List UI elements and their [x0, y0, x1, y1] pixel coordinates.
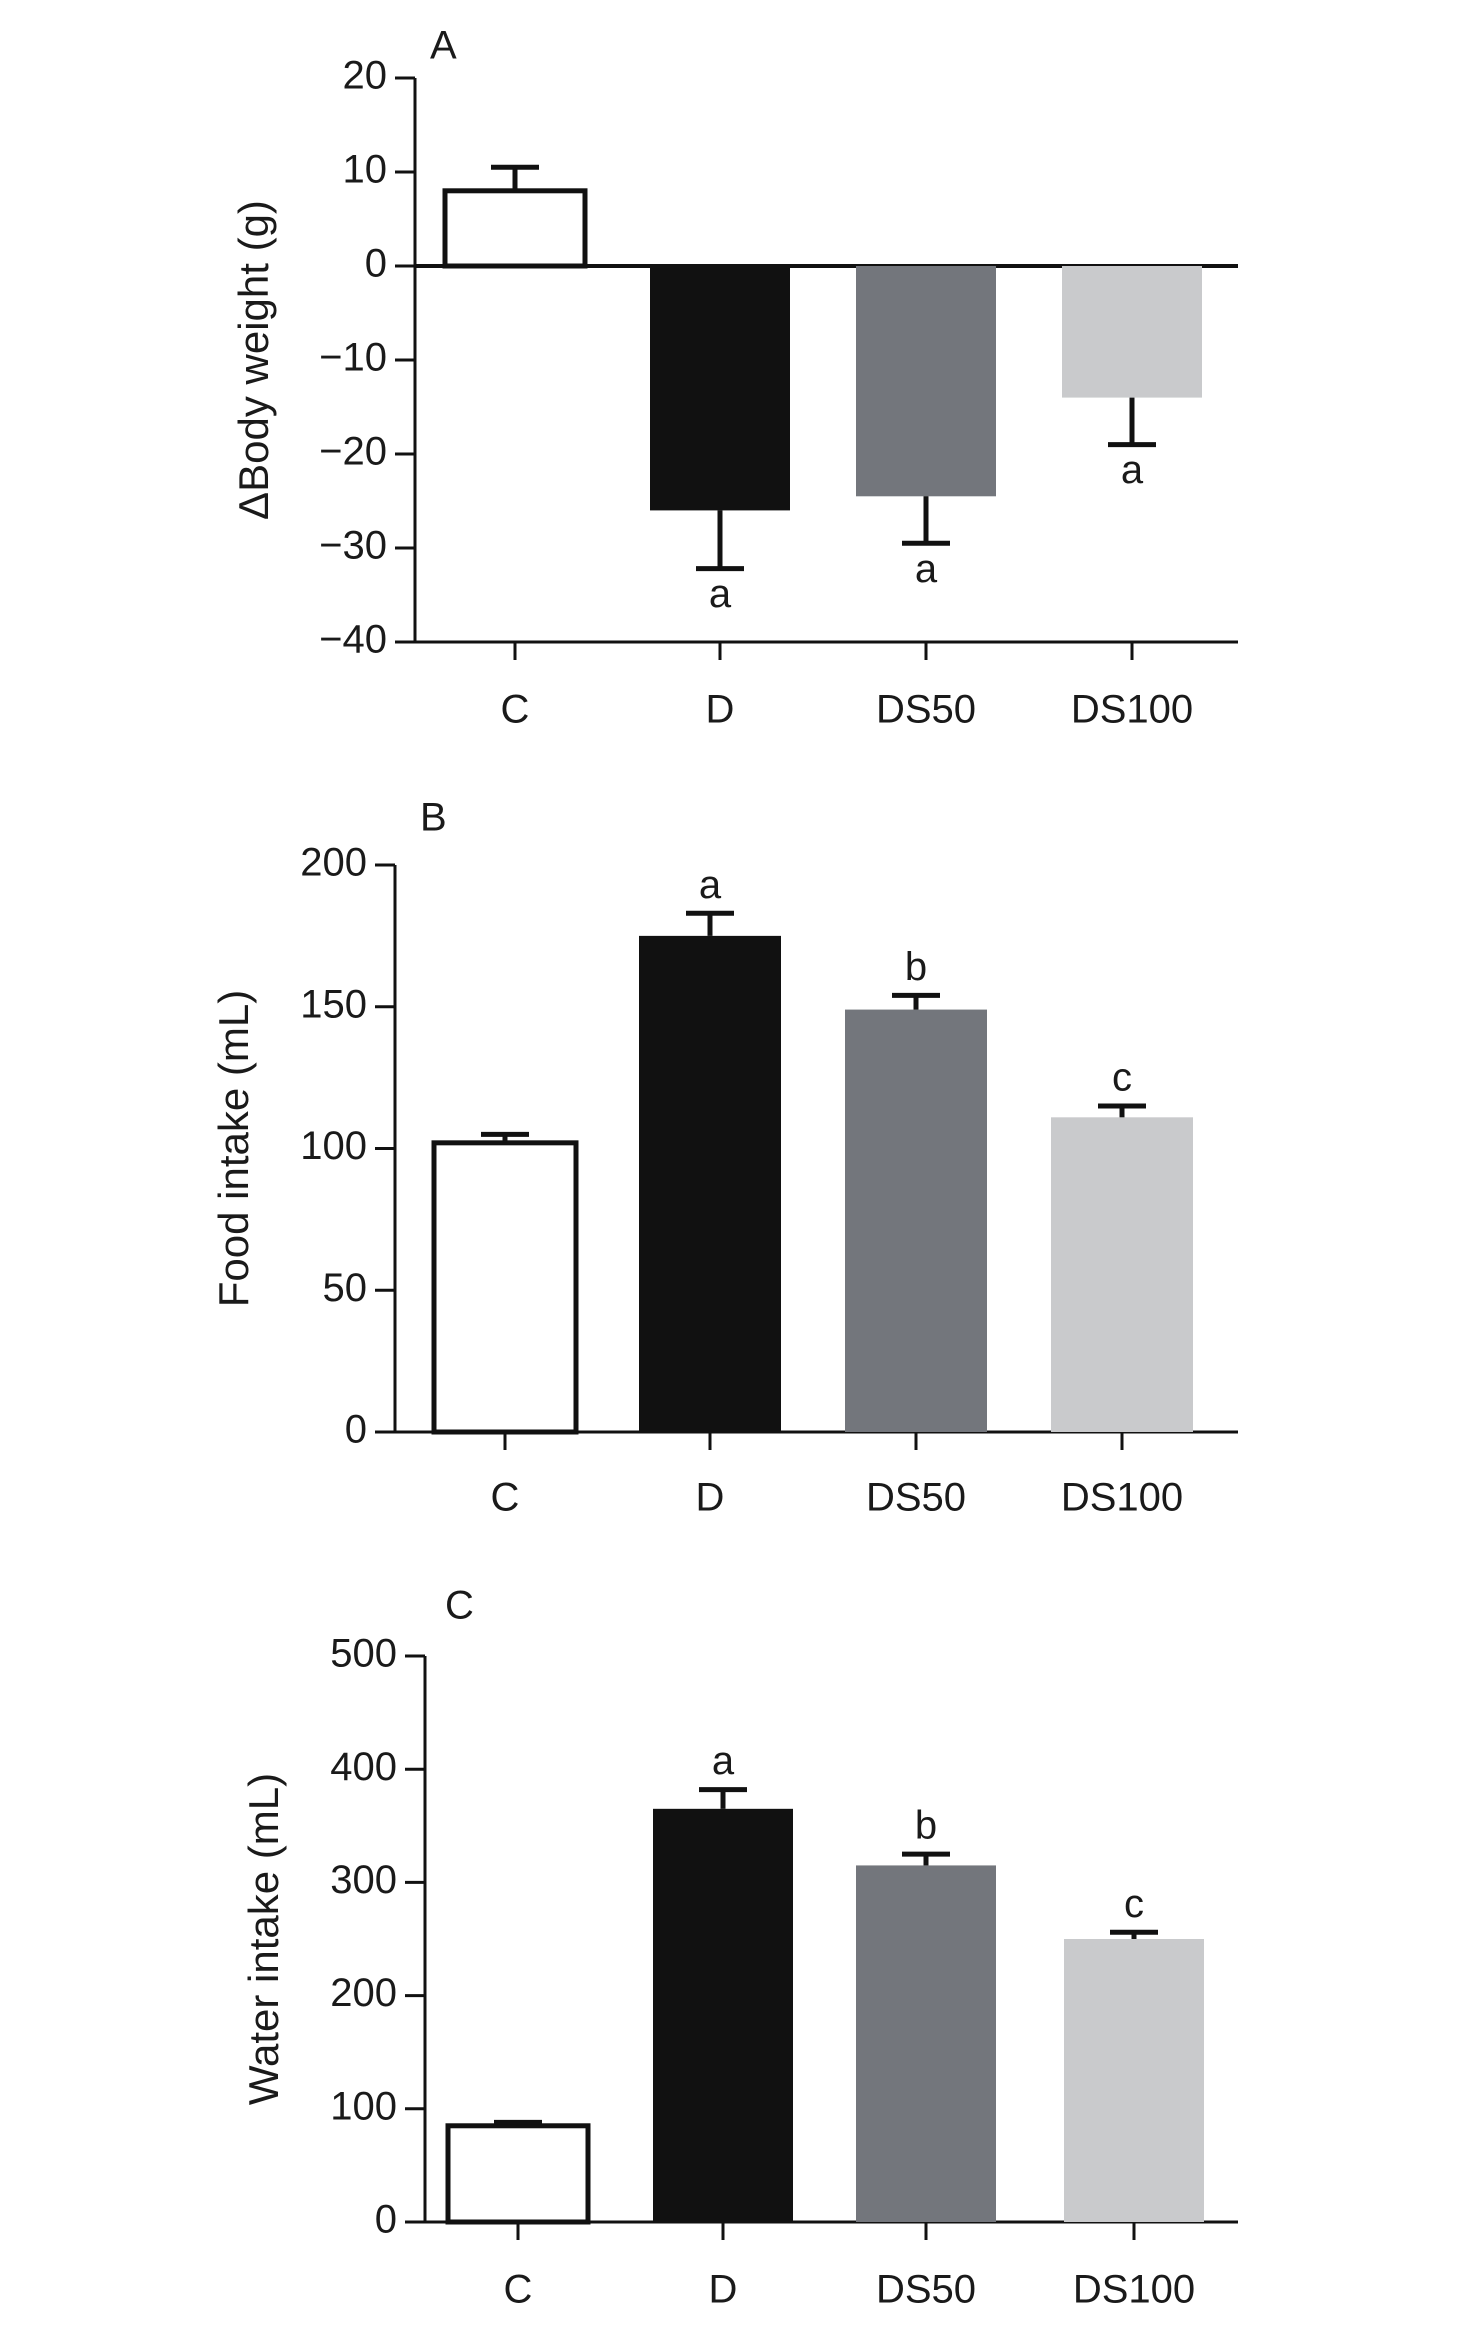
panel-C: C Water intake (mL) 500 400 300 200 100 0 Ca Db DS… [240, 1584, 1238, 2312]
bar-d [653, 1808, 793, 2222]
x-tick-label: DS50 [876, 2268, 976, 2312]
x-tick-label: D [706, 688, 735, 732]
significance-label: a [699, 863, 722, 907]
significance-label: a [1121, 448, 1144, 492]
bar-ds100 [1064, 1939, 1204, 2222]
y-tick-label: 200 [300, 841, 367, 885]
y-tick-label: 20 [343, 54, 388, 98]
bar-d [639, 935, 781, 1432]
y-tick-label: 150 [300, 982, 367, 1026]
significance-label: a [709, 572, 732, 616]
y-tick-label: 0 [345, 1408, 367, 1452]
y-axis-title: ΔBody weight (g) [230, 200, 277, 520]
y-tick-label: 100 [300, 1124, 367, 1168]
y-axis-title: Water intake (mL) [240, 1773, 287, 2105]
x-tick-label: D [709, 2268, 738, 2312]
y-tick-label: 0 [375, 2198, 397, 2242]
x-tick-label: DS100 [1071, 688, 1193, 732]
panel-B: B Food intake (mL) 200 150 100 50 0 Ca Db DS50 c DS… [210, 796, 1238, 1520]
y-tick-label: 500 [330, 1632, 397, 1676]
y-tick-label: 100 [330, 2084, 397, 2128]
significance-label: a [712, 1739, 735, 1783]
y-tick-label: −20 [319, 430, 387, 474]
y-tick-label: 0 [365, 242, 387, 286]
bar-c [445, 2123, 591, 2225]
significance-label: c [1112, 1056, 1132, 1100]
bar-ds50 [856, 1865, 996, 2222]
bar-c [442, 188, 588, 269]
panel-label: C [445, 1584, 474, 1628]
bar-c [431, 1140, 579, 1435]
panel-label: B [420, 796, 447, 840]
bar-ds100 [1062, 266, 1202, 398]
y-tick-label: −40 [319, 618, 387, 662]
bar-ds50 [845, 1009, 987, 1432]
bar-ds100 [1051, 1117, 1193, 1432]
x-tick-label: C [501, 688, 530, 732]
y-tick-label: 50 [323, 1266, 368, 1310]
bar-ds50 [856, 266, 996, 497]
x-tick-label: DS50 [876, 688, 976, 732]
x-tick-label: C [504, 2268, 533, 2312]
y-tick-label: 200 [330, 1971, 397, 2015]
y-tick-label: 300 [330, 1858, 397, 1902]
y-tick-label: −30 [319, 524, 387, 568]
x-tick-label: DS100 [1073, 2268, 1195, 2312]
y-axis-title: Food intake (mL) [210, 990, 257, 1307]
significance-label: c [1124, 1882, 1144, 1926]
y-tick-label: 400 [330, 1745, 397, 1789]
x-tick-label: DS100 [1061, 1476, 1183, 1520]
panel-label: A [430, 24, 457, 68]
bar-d [650, 266, 790, 511]
significance-label: a [915, 547, 938, 591]
y-tick-label: 10 [343, 148, 388, 192]
x-tick-label: C [491, 1476, 520, 1520]
significance-label: b [905, 945, 927, 989]
significance-label: b [915, 1804, 937, 1848]
x-tick-label: DS50 [866, 1476, 966, 1520]
x-tick-label: D [696, 1476, 725, 1520]
y-tick-label: −10 [319, 336, 387, 380]
panel-A: A ΔBody weight (g) 20 10 0 −10 −20 −30 −40 Ca Da DS… [230, 24, 1238, 732]
